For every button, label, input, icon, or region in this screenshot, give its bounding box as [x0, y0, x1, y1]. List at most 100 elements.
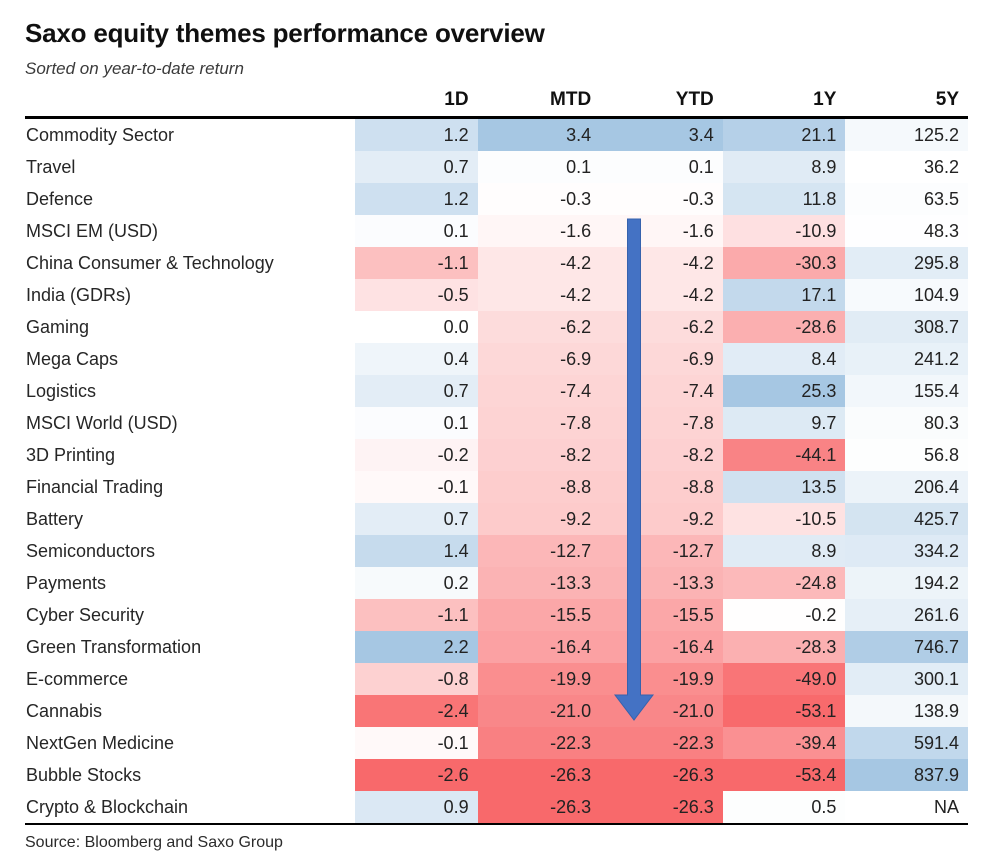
- table-row: Commodity Sector 1.2 3.4 3.4 21.1 125.2: [25, 117, 968, 151]
- value-cell-1d: -2.4: [355, 695, 478, 727]
- theme-label: Payments: [25, 567, 355, 599]
- value-cell-5y: 334.2: [845, 535, 968, 567]
- value-cell-5y: 63.5: [845, 183, 968, 215]
- theme-label: Semiconductors: [25, 535, 355, 567]
- value-cell-5y: 194.2: [845, 567, 968, 599]
- value-cell-5y: 425.7: [845, 503, 968, 535]
- value-cell-1d: 0.7: [355, 151, 478, 183]
- value-cell-mtd: -7.8: [477, 407, 601, 439]
- value-cell-1d: 0.2: [355, 567, 478, 599]
- value-cell-1d: 0.1: [355, 215, 478, 247]
- value-cell-1d: -0.1: [355, 727, 478, 759]
- value-cell-1d: 0.1: [355, 407, 478, 439]
- theme-label: Travel: [25, 151, 355, 183]
- value-cell-1y: 9.7: [722, 407, 846, 439]
- value-cell-ytd: -6.9: [600, 343, 723, 375]
- value-cell-1d: 0.0: [355, 311, 478, 343]
- value-cell-1d: 0.9: [355, 791, 478, 825]
- value-cell-1d: -0.8: [355, 663, 478, 695]
- table-row: Logistics 0.7 -7.4 -7.4 25.3 155.4: [25, 375, 968, 407]
- value-cell-mtd: -21.0: [477, 695, 601, 727]
- value-cell-5y: 241.2: [845, 343, 968, 375]
- value-cell-mtd: -12.7: [477, 535, 601, 567]
- table-row: Travel 0.7 0.1 0.1 8.9 36.2: [25, 151, 968, 183]
- value-cell-mtd: -1.6: [477, 215, 601, 247]
- performance-table: 1D MTD YTD 1Y 5Y Commodity Sector 1.2 3.4 3…: [25, 89, 968, 825]
- value-cell-1d: -0.1: [355, 471, 478, 503]
- table-row: Crypto & Blockchain 0.9 -26.3 -26.3 0.5 NA: [25, 791, 968, 825]
- theme-label: Battery: [25, 503, 355, 535]
- table-row: Cannabis -2.4 -21.0 -21.0 -53.1 138.9: [25, 695, 968, 727]
- value-cell-1y: -49.0: [722, 663, 846, 695]
- value-cell-1d: 1.2: [355, 183, 478, 215]
- col-header-ytd: YTD: [600, 89, 723, 119]
- value-cell-ytd: -22.3: [600, 727, 723, 759]
- value-cell-1d: -2.6: [355, 759, 478, 791]
- value-cell-mtd: -19.9: [477, 663, 601, 695]
- value-cell-5y: 261.6: [845, 599, 968, 631]
- theme-label: China Consumer & Technology: [25, 247, 355, 279]
- theme-label: Crypto & Blockchain: [25, 791, 355, 825]
- value-cell-1y: -28.6: [722, 311, 846, 343]
- col-header-mtd: MTD: [477, 89, 601, 119]
- table-row: China Consumer & Technology -1.1 -4.2 -4.2-…: [25, 247, 968, 279]
- theme-label: Gaming: [25, 311, 355, 343]
- value-cell-5y: 591.4: [845, 727, 968, 759]
- theme-column-header: [25, 89, 355, 119]
- value-cell-5y: 746.7: [845, 631, 968, 663]
- value-cell-5y: 300.1: [845, 663, 968, 695]
- value-cell-1d: -0.2: [355, 439, 478, 471]
- col-header-5y: 5Y: [845, 89, 968, 119]
- theme-label: Financial Trading: [25, 471, 355, 503]
- theme-label: Commodity Sector: [25, 117, 355, 151]
- value-cell-ytd: -9.2: [600, 503, 723, 535]
- value-cell-mtd: -22.3: [477, 727, 601, 759]
- value-cell-1y: 11.8: [722, 183, 846, 215]
- table-row: E-commerce -0.8 -19.9 -19.9 -49.0 300.1: [25, 663, 968, 695]
- value-cell-ytd: -4.2: [600, 247, 723, 279]
- theme-label: 3D Printing: [25, 439, 355, 471]
- value-cell-1y: 8.9: [722, 535, 846, 567]
- value-cell-ytd: -26.3: [600, 791, 723, 825]
- value-cell-5y: 155.4: [845, 375, 968, 407]
- value-cell-1y: 8.4: [722, 343, 846, 375]
- theme-label: E-commerce: [25, 663, 355, 695]
- value-cell-mtd: -7.4: [477, 375, 601, 407]
- value-cell-1d: -0.5: [355, 279, 478, 311]
- col-header-1d: 1D: [355, 89, 478, 119]
- value-cell-mtd: -26.3: [477, 791, 601, 825]
- value-cell-1y: 21.1: [722, 117, 846, 151]
- value-cell-ytd: -8.2: [600, 439, 723, 471]
- value-cell-1y: -53.1: [722, 695, 846, 727]
- value-cell-mtd: -8.8: [477, 471, 601, 503]
- value-cell-ytd: -13.3: [600, 567, 723, 599]
- value-cell-1d: 1.2: [355, 117, 478, 151]
- table-row: Financial Trading -0.1 -8.8 -8.8 13.5 206.4: [25, 471, 968, 503]
- value-cell-5y: 138.9: [845, 695, 968, 727]
- value-cell-1y: -10.9: [722, 215, 846, 247]
- value-cell-mtd: -4.2: [477, 247, 601, 279]
- table-row: Payments 0.2 -13.3 -13.3 -24.8 194.2: [25, 567, 968, 599]
- value-cell-ytd: -16.4: [600, 631, 723, 663]
- value-cell-mtd: -15.5: [477, 599, 601, 631]
- page-subtitle: Sorted on year-to-date return: [25, 59, 244, 78]
- value-cell-5y: 80.3: [845, 407, 968, 439]
- value-cell-1d: 0.7: [355, 503, 478, 535]
- value-cell-1y: 25.3: [722, 375, 846, 407]
- value-cell-1y: 13.5: [722, 471, 846, 503]
- value-cell-ytd: -15.5: [600, 599, 723, 631]
- value-cell-mtd: -16.4: [477, 631, 601, 663]
- theme-label: Cannabis: [25, 695, 355, 727]
- theme-label: Cyber Security: [25, 599, 355, 631]
- value-cell-1y: -53.4: [722, 759, 846, 791]
- value-cell-5y: 56.8: [845, 439, 968, 471]
- value-cell-ytd: -0.3: [600, 183, 723, 215]
- value-cell-1d: 0.7: [355, 375, 478, 407]
- value-cell-mtd: -8.2: [477, 439, 601, 471]
- table-row: NextGen Medicine -0.1 -22.3 -22.3 -39.4 591.4: [25, 727, 968, 759]
- theme-label: Logistics: [25, 375, 355, 407]
- value-cell-1y: -28.3: [722, 631, 846, 663]
- value-cell-ytd: -19.9: [600, 663, 723, 695]
- theme-label: MSCI EM (USD): [25, 215, 355, 247]
